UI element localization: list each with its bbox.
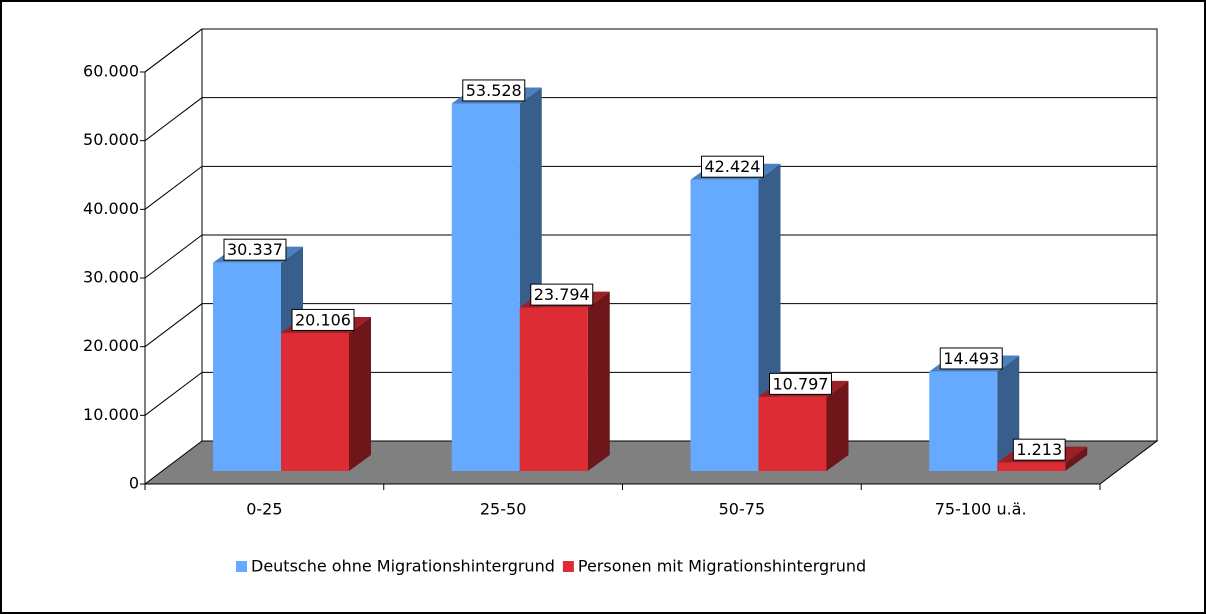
x-tick-label: 75-100 u.ä. [935,500,1027,519]
bar-front [997,462,1066,471]
y-tick-label: 10.000 [83,405,139,424]
grid-line [144,28,1157,73]
y-tick-label: 20.000 [83,336,139,355]
value-label-box [223,238,287,261]
y-tick-label: 0 [129,474,139,493]
value-label: 1.213 [1016,440,1062,459]
value-label: 10.797 [773,374,829,393]
value-label: 23.794 [534,285,590,304]
value-label: 20.106 [295,310,351,329]
bar-front [519,307,588,471]
bar-front [929,371,998,471]
x-tick-label: 50-75 [719,500,766,519]
y-tick-label: 60.000 [83,62,139,81]
bar-front [213,262,281,471]
value-label-box [701,155,764,178]
legend-label: Personen mit Migrationshintergrund [578,557,866,576]
bar-front [690,179,759,471]
value-label-box [291,308,355,331]
y-tick-label: 40.000 [83,199,139,218]
bar [281,316,371,471]
value-label-box [530,283,594,306]
y-tick-label: 50.000 [83,130,139,149]
bar-front [281,332,349,471]
value-label-box [462,79,526,102]
value-label: 14.493 [943,349,999,368]
value-label: 30.337 [227,240,283,259]
value-label-box [1012,438,1066,461]
grid-line [144,303,1157,348]
bar-side [587,291,610,471]
bar-side [826,380,849,471]
legend-swatch [562,561,574,572]
bar [929,355,1020,471]
x-tick-label: 0-25 [246,500,282,519]
grid-line [144,97,1157,142]
grid-line [144,234,1157,279]
grid-line [144,371,1157,416]
value-label-box [769,372,832,395]
legend-swatch [236,561,247,572]
x-tick-label: 25-50 [480,500,527,519]
value-label: 53.528 [466,81,522,100]
bar [519,291,610,471]
y-tick-label: 30.000 [83,268,139,287]
bar-front [758,396,827,471]
bar-side [1065,446,1088,471]
value-label: 42.424 [705,157,761,176]
bar-side [349,316,371,471]
value-label-box [939,347,1003,370]
grid-line [144,165,1157,210]
legend-label: Deutsche ohne Migrationshintergrund [251,557,555,576]
bar-front [451,103,520,471]
